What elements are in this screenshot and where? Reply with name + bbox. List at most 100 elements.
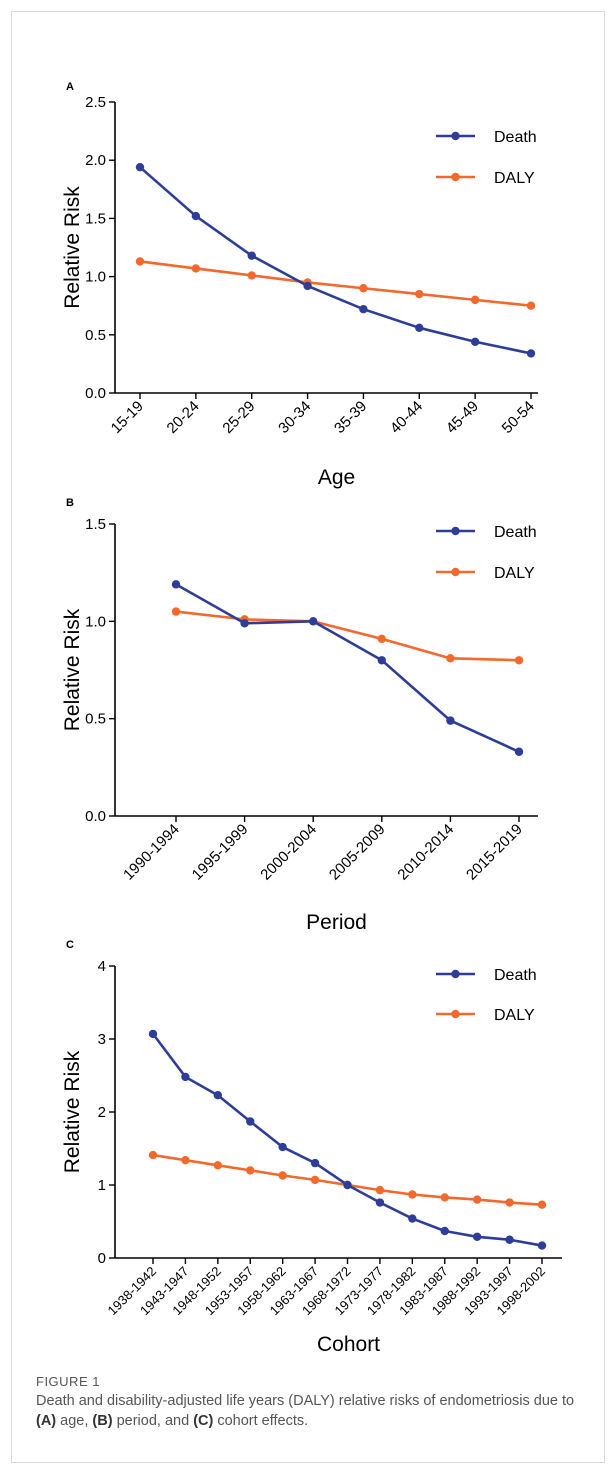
x-tick-label: 30-34 — [275, 398, 314, 437]
data-point-death — [213, 1091, 223, 1100]
y-tick-label: 0 — [98, 1250, 106, 1267]
data-point-death — [247, 251, 256, 260]
legend-marker-daly — [451, 567, 460, 577]
caption-text-4: cohort effects. — [213, 1413, 309, 1429]
caption-label: FIGURE 1 — [36, 1374, 100, 1389]
legend-label-daly: DALY — [494, 170, 535, 187]
y-tick-label: 1.0 — [85, 269, 106, 286]
legend-marker-daly — [451, 172, 460, 182]
data-point-death — [472, 1232, 482, 1242]
data-point-death — [246, 1117, 255, 1126]
figure-caption: FIGURE 1 Death and disability-adjusted l… — [36, 1374, 596, 1431]
series-line-daly — [139, 260, 532, 307]
data-point-daly — [472, 1195, 482, 1204]
y-tick-label: 1.0 — [85, 613, 106, 630]
y-axis-title: Relative Risk — [61, 186, 84, 309]
data-point-death — [171, 580, 181, 589]
legend-marker-death — [451, 526, 460, 536]
series-line-daly — [175, 610, 520, 662]
x-tick-label: 40-44 — [387, 398, 426, 437]
caption-text-2: age, — [56, 1413, 93, 1429]
data-point-death — [191, 211, 201, 221]
figure-frame — [11, 11, 605, 1463]
series-line-death — [151, 1033, 543, 1247]
data-point-death — [377, 656, 386, 665]
data-point-death — [526, 349, 536, 358]
data-point-death — [470, 337, 480, 346]
x-axis-title: Age — [318, 466, 355, 489]
x-tick-label: 50-54 — [499, 398, 538, 437]
y-tick-label: 4 — [98, 958, 106, 975]
legend-label-death: Death — [494, 524, 537, 541]
panel-letter: C — [66, 939, 74, 951]
y-tick-label: 1.5 — [85, 210, 106, 227]
caption-text-3: period, and — [112, 1413, 194, 1429]
data-point-death — [135, 162, 145, 172]
y-tick-label: 1 — [98, 1177, 106, 1194]
y-tick-label: 2.5 — [85, 94, 106, 111]
caption-ref-a: (A) — [36, 1413, 57, 1429]
data-point-death — [148, 1029, 158, 1039]
x-axis-title: Cohort — [317, 1333, 380, 1356]
legend-label-death: Death — [494, 967, 537, 984]
y-tick-label: 2 — [98, 1104, 106, 1121]
data-point-death — [303, 281, 312, 291]
y-tick-label: 0.0 — [85, 808, 106, 825]
series-line-death — [139, 166, 532, 355]
y-tick-label: 3 — [98, 1031, 106, 1048]
data-point-daly — [135, 257, 145, 266]
x-tick-label: 1995-1999 — [189, 821, 252, 884]
data-point-death — [415, 323, 424, 333]
data-point-death — [537, 1241, 547, 1250]
legend-marker-daly — [451, 1009, 460, 1019]
x-tick-label: 25-29 — [219, 398, 258, 437]
data-point-daly — [213, 1161, 223, 1170]
y-axis-title: Relative Risk — [61, 608, 84, 731]
data-point-daly — [440, 1193, 449, 1202]
data-point-daly — [247, 271, 256, 280]
x-tick-label: 45-49 — [443, 398, 482, 437]
data-point-death — [240, 619, 249, 628]
legend-marker-death — [451, 131, 460, 141]
data-point-death — [408, 1214, 417, 1223]
x-tick-label: 20-24 — [164, 398, 203, 437]
caption-text: Death and disability-adjusted life years… — [36, 1391, 596, 1431]
x-tick-label: 2010-2014 — [394, 821, 457, 884]
data-point-daly — [310, 1175, 320, 1185]
y-axis-title: Relative Risk — [61, 1050, 84, 1173]
data-point-daly — [377, 634, 386, 644]
data-point-death — [514, 747, 524, 756]
data-point-death — [505, 1235, 514, 1244]
legend: Death DALY — [436, 524, 537, 582]
data-point-daly — [181, 1155, 190, 1165]
data-point-death — [181, 1072, 190, 1082]
chart-panel-b: B 0.0 0.5 1.0 1.5 1990-1994 1995-1999 2000-2004… — [61, 497, 538, 934]
chart-panel-a: A 0.0 0.5 1.0 1.5 2.0 2.5 15-19 20-24 25-29 30-34 3… — [61, 81, 538, 489]
data-point-death — [309, 617, 318, 626]
data-point-death — [375, 1198, 385, 1207]
x-tick-label: 2005-2009 — [326, 821, 389, 884]
x-tick-label: 2000-2004 — [257, 821, 320, 884]
y-tick-label: 2.0 — [85, 152, 106, 169]
data-point-daly — [505, 1198, 514, 1207]
caption-ref-b: (B) — [92, 1413, 113, 1429]
data-point-daly — [278, 1171, 287, 1180]
data-point-daly — [526, 301, 536, 310]
panel-letter: A — [66, 81, 74, 93]
data-point-daly — [446, 654, 455, 663]
y-tick-label: 1.5 — [85, 516, 106, 533]
caption-ref-c: (C) — [193, 1413, 214, 1429]
legend: Death DALY — [436, 129, 537, 187]
y-tick-label: 0.5 — [85, 711, 106, 728]
x-tick-label: 15-19 — [108, 398, 147, 437]
x-axis-title: Period — [306, 911, 367, 934]
data-point-daly — [415, 289, 424, 299]
legend-label-daly: DALY — [494, 1007, 535, 1024]
data-point-death — [343, 1180, 352, 1190]
data-point-death — [278, 1142, 287, 1152]
data-point-death — [446, 716, 455, 725]
x-tick-label: 1990-1994 — [120, 821, 183, 884]
y-tick-label: 0.5 — [85, 327, 106, 344]
data-point-death — [440, 1226, 449, 1236]
